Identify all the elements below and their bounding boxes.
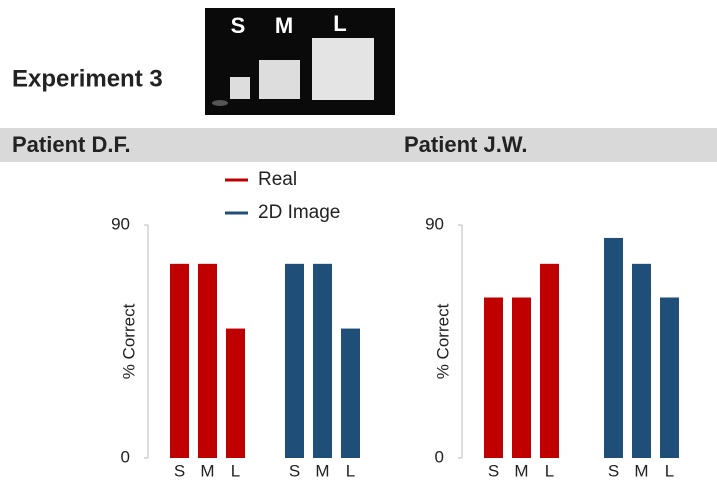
x-tick-label: L [665,461,674,480]
bar [341,328,360,458]
y-tick-label: 90 [425,214,444,233]
cube-medium [259,60,300,99]
coin [212,100,228,106]
cube-small [230,77,250,99]
header-band [0,128,717,162]
legend-label: 2D Image [258,202,340,223]
x-tick-label: S [174,461,185,480]
experiment-title: Experiment 3 [12,65,163,92]
y-axis-label: % Correct [433,303,452,379]
bar [632,263,651,458]
photo: S M L [205,8,395,115]
x-tick-label: L [346,461,355,480]
photo-label: L [333,11,346,36]
x-tick-label: L [545,461,554,480]
y-axis-label: % Correct [119,303,138,379]
legend-label: Real [258,169,297,190]
x-tick-label: M [200,461,214,480]
photo-label: M [275,13,293,38]
y-tick-label: 0 [121,447,130,466]
bar [604,237,623,458]
bar [484,297,503,458]
x-tick-label: M [634,461,648,480]
bar [170,263,189,458]
bar [540,263,559,458]
x-tick-label: S [488,461,499,480]
x-tick-label: S [608,461,619,480]
cube-large [312,38,374,100]
chart-title: Patient J.W. [404,132,527,157]
chart-title: Patient D.F. [12,132,131,157]
x-tick-label: M [514,461,528,480]
bar [226,328,245,458]
bar [285,263,304,458]
y-tick-label: 0 [435,447,444,466]
x-tick-label: S [289,461,300,480]
bar [313,263,332,458]
x-tick-label: M [315,461,329,480]
bar [198,263,217,458]
bar [660,297,679,458]
x-tick-label: L [231,461,240,480]
photo-label: S [231,13,246,38]
bar [512,297,531,458]
y-tick-label: 90 [111,214,130,233]
